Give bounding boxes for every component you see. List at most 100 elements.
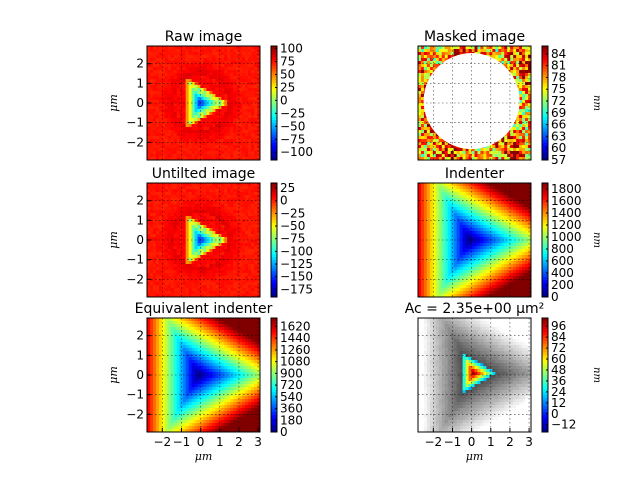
subplot-4: Indenter 18001600140012001000800600400200…	[417, 166, 602, 304]
colorbar-tick-label: 1600	[551, 194, 582, 208]
colorbar-tick-label: 360	[280, 402, 303, 416]
y-tick-label: −1	[126, 388, 144, 402]
colorbar-tick-label: 800	[551, 242, 574, 256]
grid	[147, 318, 260, 432]
heatmap-image	[418, 183, 532, 298]
grid	[418, 318, 531, 432]
y-tick-label: 0	[136, 233, 144, 247]
x-axis-label: μm	[466, 450, 484, 463]
colorbar-tick-label: 75	[551, 82, 566, 96]
colorbar-tick-label: 1440	[280, 331, 311, 345]
colorbar-tick-label: 66	[551, 118, 566, 132]
colorbar-tick-label: 720	[280, 378, 303, 392]
colorbar-tick-label: −100	[280, 145, 313, 159]
y-axis-label: μm	[107, 94, 120, 112]
colorbar-tick-label: 25	[280, 181, 295, 195]
subplot-title: Ac = 2.35e+00 μm²	[405, 301, 545, 317]
colorbar-tick-label: 72	[551, 94, 566, 108]
colorbar-tick-label: 60	[551, 141, 566, 155]
subplot-title: Indenter	[445, 166, 504, 182]
colorbar-label: nm	[591, 367, 602, 383]
colorbar-tick-label: −25	[280, 106, 305, 120]
grid	[418, 183, 531, 297]
colorbar-tick-label: 69	[551, 106, 566, 120]
colorbar-tick-label: −25	[280, 206, 305, 220]
colorbar-tick-label: 600	[551, 254, 574, 268]
grid	[147, 183, 260, 297]
colorbar-tick-label: 96	[551, 319, 566, 333]
y-axis-label: μm	[107, 231, 120, 249]
colorbar-tick-label: 84	[551, 47, 566, 61]
colorbar-tick-label: 0	[280, 194, 288, 208]
x-tick-label: 3	[525, 435, 533, 449]
subplot-6: Ac = 2.35e+00 μm²−2 −1 0 1 2 3μm9684726048362…	[405, 301, 602, 463]
colorbar-tick-label: −75	[280, 132, 305, 146]
colorbar-tick-label: 72	[551, 341, 566, 355]
colorbar-tick-label: 0	[551, 290, 559, 304]
colorbar-tick-label: 60	[551, 352, 566, 366]
colorbar-tick-label: 36	[551, 374, 566, 388]
colorbar-tick-label: 1620	[280, 319, 311, 333]
colorbar-tick-label: −125	[280, 257, 313, 271]
colorbar-tick-label: 1800	[551, 182, 582, 196]
colorbar-tick-label: 180	[280, 413, 303, 427]
x-tick-label: 1	[216, 435, 224, 449]
colorbar-tick-label: 1000	[551, 230, 582, 244]
y-tick-label: 1	[136, 348, 144, 362]
colorbar-tick-label: 81	[551, 59, 566, 73]
grid	[147, 46, 260, 160]
colorbar-tick-label: 57	[551, 153, 566, 167]
y-tick-label: 2	[136, 194, 144, 208]
colorbar-tick-label: 78	[551, 70, 566, 84]
subplot-title: Untilted image	[152, 166, 255, 182]
colorbar-tick-label: 0	[280, 425, 288, 439]
y-tick-label: −2	[126, 407, 144, 421]
y-tick-label: 1	[136, 213, 144, 227]
y-tick-label: 2	[136, 57, 144, 71]
colorbar-tick-label: 0	[280, 93, 288, 107]
colorbar-tick-label: 900	[280, 366, 303, 380]
colorbar-tick-label: 25	[280, 80, 295, 94]
colorbar-tick-label: 12	[551, 396, 566, 410]
x-tick-label: −1	[173, 435, 191, 449]
grid	[418, 46, 531, 160]
x-tick-label: 2	[235, 435, 243, 449]
y-tick-label: 2	[136, 329, 144, 343]
y-tick-label: 1	[136, 76, 144, 90]
y-tick-label: 0	[136, 368, 144, 382]
colorbar-tick-label: 1400	[551, 206, 582, 220]
y-tick-label: −1	[126, 253, 144, 267]
colorbar-tick-label: 100	[280, 42, 303, 56]
colorbar-tick-label: 400	[551, 266, 574, 280]
colorbar: 250−25−50−75−100−125−150−175	[270, 181, 313, 298]
y-tick-label: −2	[126, 135, 144, 149]
subplot-3: Untilted image210−1−2μm250−25−50−75−100−…	[107, 166, 313, 298]
colorbar-tick-label: 0	[551, 407, 559, 421]
colorbar-tick-label: 75	[280, 55, 295, 69]
x-tick-label: 0	[197, 435, 205, 449]
subplot-title: Masked image	[424, 29, 525, 45]
colorbar-tick-label: 540	[280, 390, 303, 404]
x-tick-label: 3	[254, 435, 262, 449]
colorbar-tick-label: 24	[551, 385, 566, 399]
colorbar-tick-label: −150	[280, 270, 313, 284]
colorbar-tick-label: 63	[551, 129, 566, 143]
plot-frame	[417, 182, 532, 298]
x-tick-label: −1	[444, 435, 462, 449]
plot-frame	[417, 45, 532, 161]
colorbar-tick-label: 200	[551, 278, 574, 292]
x-tick-label: 0	[468, 435, 476, 449]
x-axis-label: μm	[195, 450, 213, 463]
x-tick-label: 2	[506, 435, 514, 449]
colorbar-tick-label: −175	[280, 282, 313, 296]
colorbar-tick-label: −12	[551, 418, 576, 432]
colorbar-tick-label: −50	[280, 119, 305, 133]
